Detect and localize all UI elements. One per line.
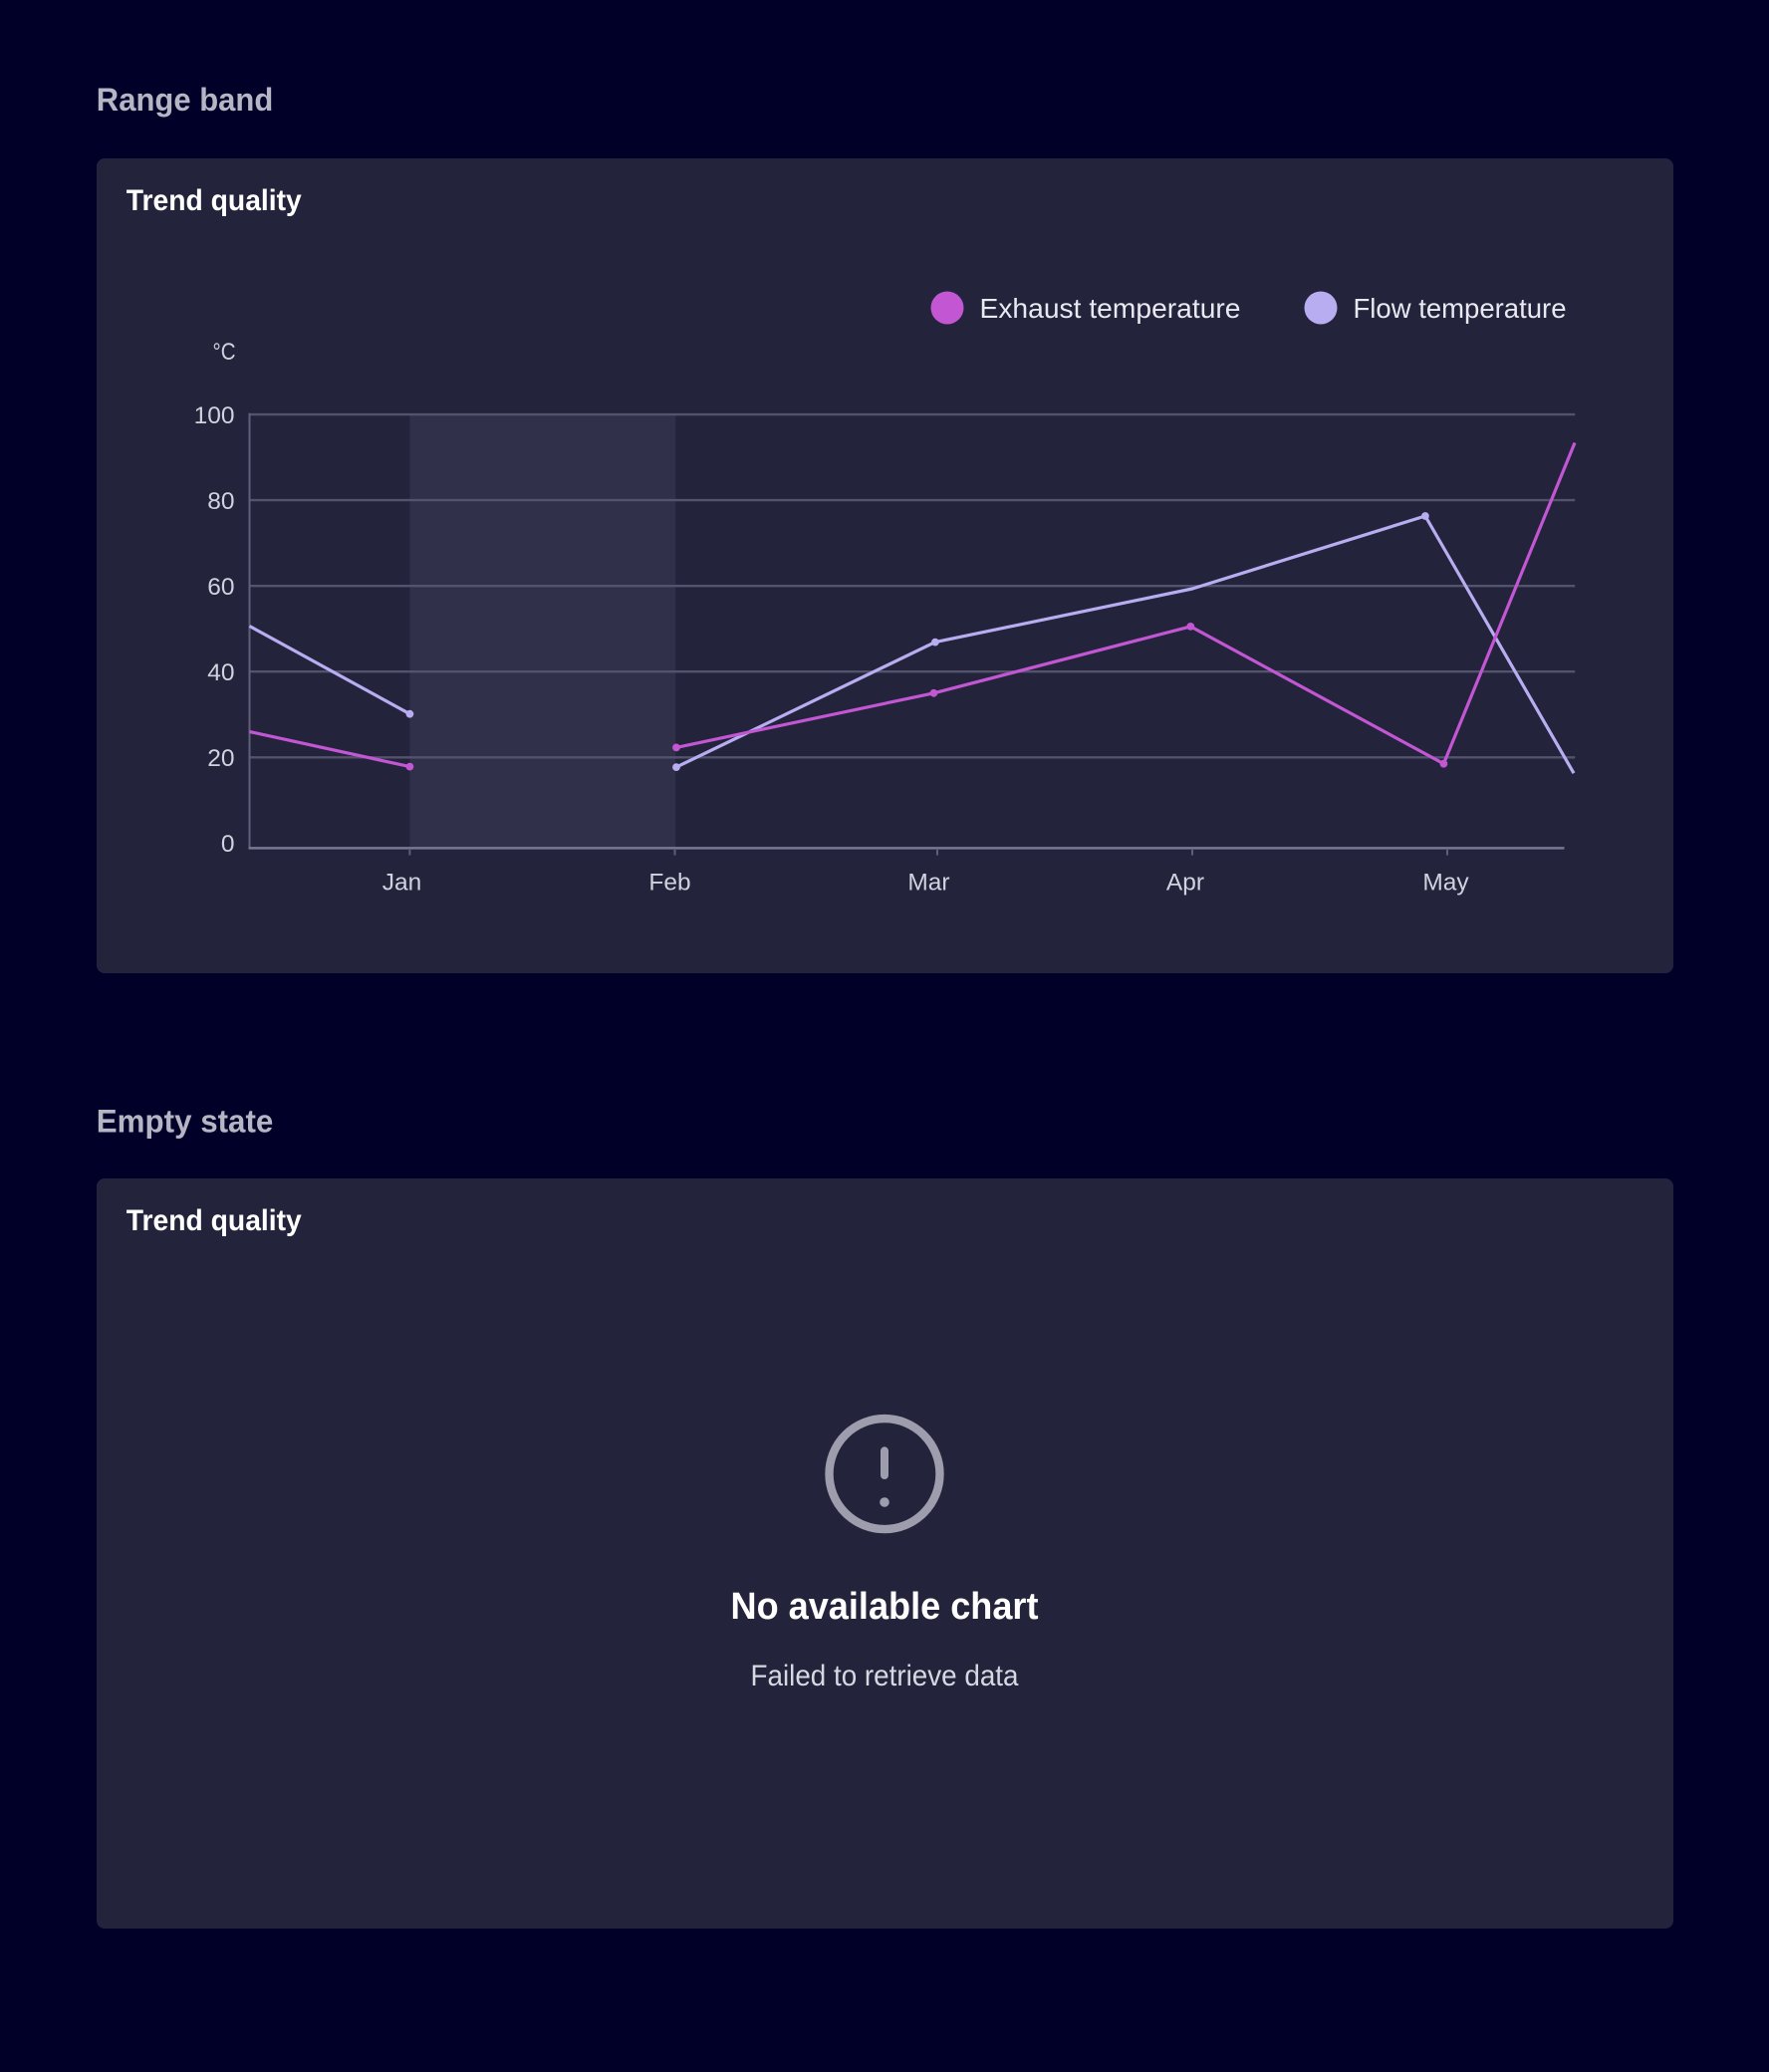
svg-text:20: 20 — [207, 745, 234, 772]
svg-text:Exhaust temperature: Exhaust temperature — [980, 293, 1241, 324]
svg-text:Trend quality: Trend quality — [126, 184, 302, 217]
svg-text:80: 80 — [207, 488, 234, 515]
svg-text:Trend quality: Trend quality — [126, 1204, 302, 1237]
svg-text:Flow temperature: Flow temperature — [1354, 293, 1567, 324]
svg-text:Range band: Range band — [97, 82, 273, 118]
svg-text:Feb: Feb — [648, 869, 690, 896]
svg-text:Apr: Apr — [1166, 869, 1204, 896]
svg-text:0: 0 — [221, 831, 235, 858]
svg-text:Mar: Mar — [907, 869, 949, 896]
svg-text:100: 100 — [194, 402, 235, 429]
svg-text:60: 60 — [207, 574, 234, 601]
svg-text:Failed to retrieve data: Failed to retrieve data — [751, 1660, 1019, 1692]
svg-text:No available chart: No available chart — [731, 1586, 1039, 1628]
svg-text:May: May — [1422, 869, 1469, 896]
svg-text:40: 40 — [207, 659, 234, 686]
svg-text:Jan: Jan — [382, 869, 422, 896]
svg-text:°C: °C — [213, 339, 236, 366]
svg-text:Empty state: Empty state — [97, 1104, 273, 1140]
